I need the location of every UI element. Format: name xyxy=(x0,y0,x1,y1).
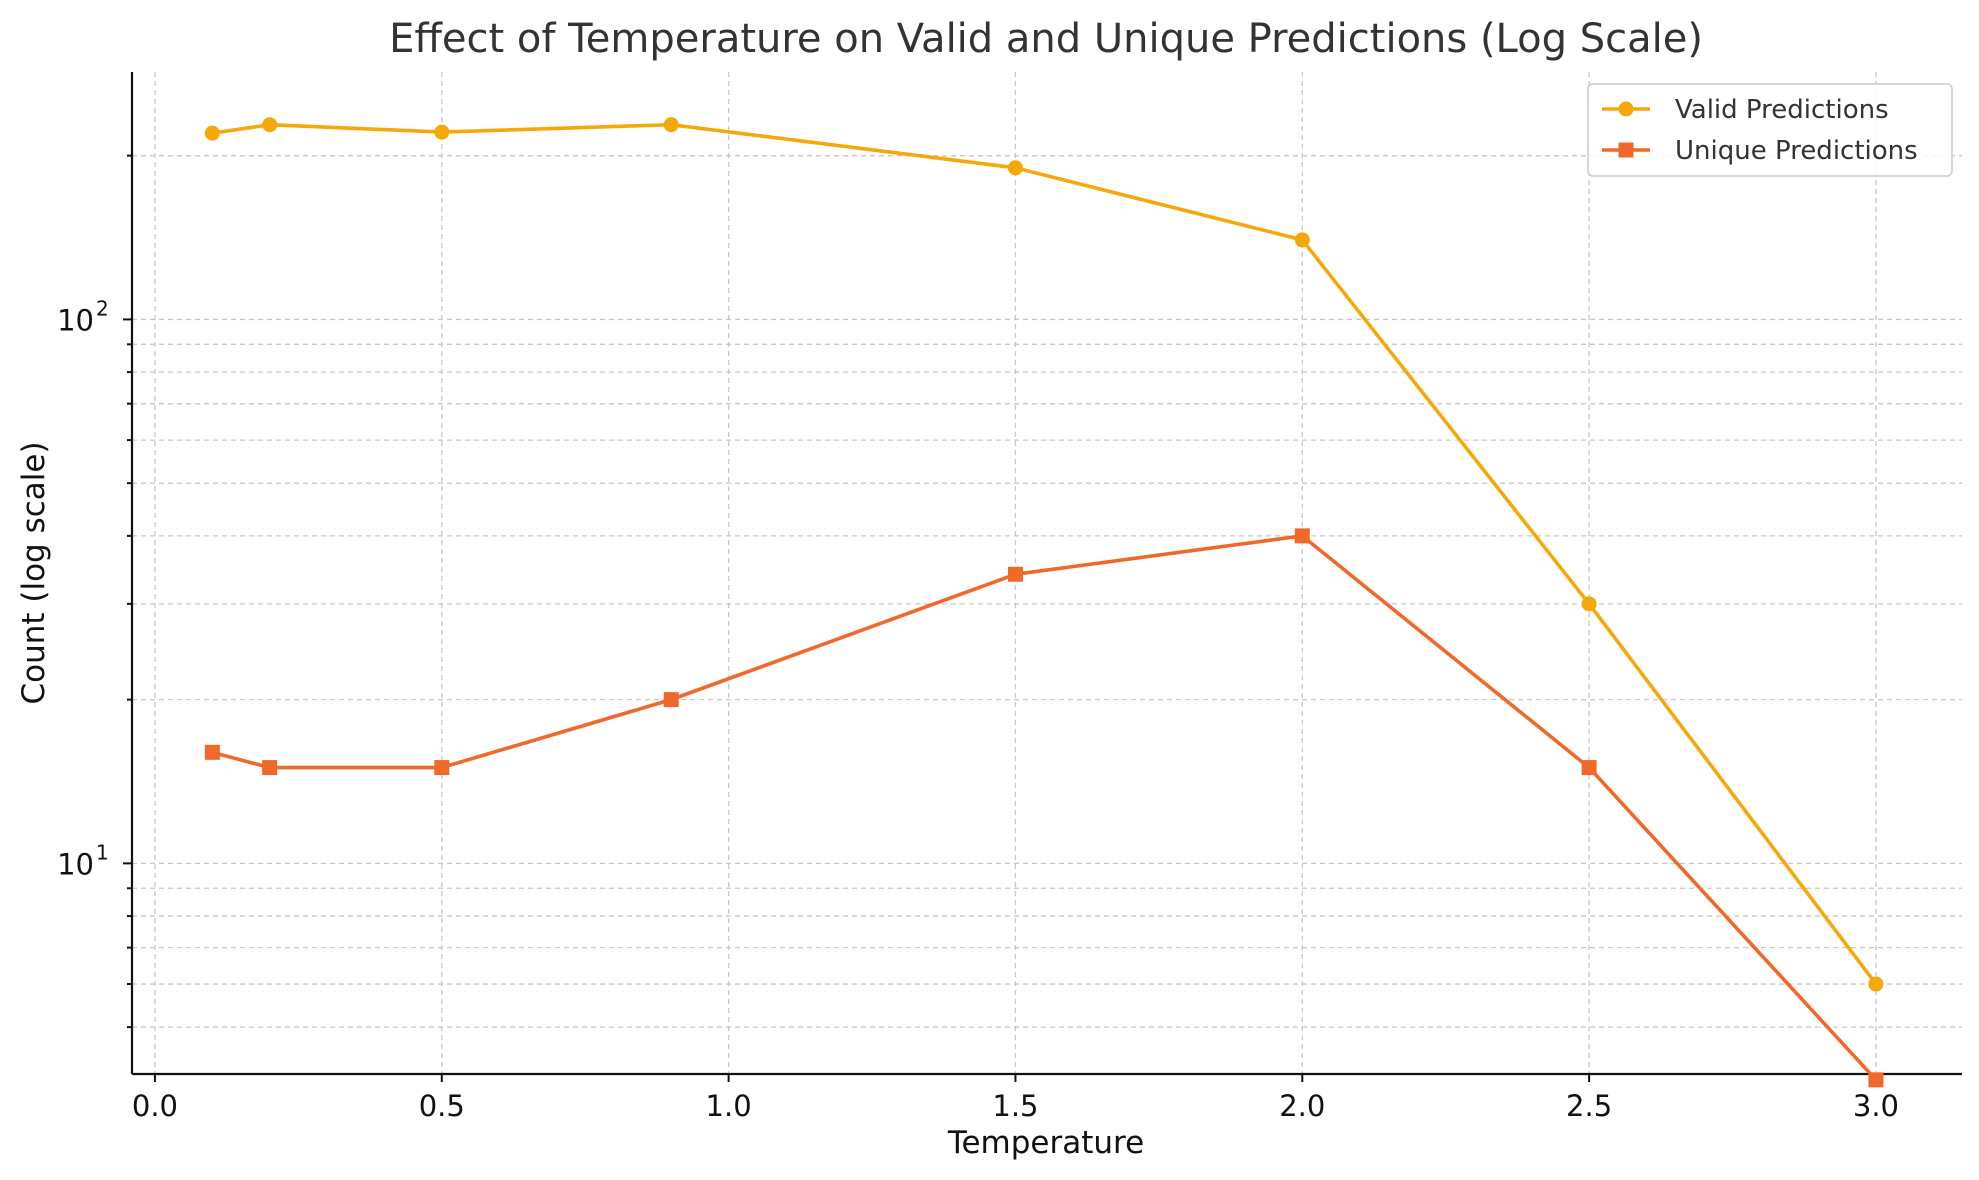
y-tick-base: 10 xyxy=(57,303,94,337)
data-point xyxy=(1007,566,1023,582)
y-tick-label: 10 1 xyxy=(57,840,109,881)
series xyxy=(204,117,1884,1088)
y-tick-exponent: 2 xyxy=(96,296,109,320)
legend-label: Valid Predictions xyxy=(1675,95,1889,125)
data-point xyxy=(1868,976,1884,992)
x-tick-label: 3.0 xyxy=(1853,1089,1899,1123)
data-point xyxy=(1007,160,1023,176)
legend-swatch-marker xyxy=(1618,142,1634,158)
data-point xyxy=(262,117,278,133)
legend-label: Unique Predictions xyxy=(1675,136,1918,166)
data-point xyxy=(204,744,220,760)
data-point xyxy=(1868,1072,1884,1088)
data-point xyxy=(434,760,450,776)
x-tick-label: 0.0 xyxy=(132,1089,178,1123)
legend-item: Valid Predictions xyxy=(1602,95,1889,125)
legend-box xyxy=(1587,83,1953,177)
axes xyxy=(130,72,1962,1076)
data-point xyxy=(1294,528,1310,544)
x-tick-label: 1.5 xyxy=(992,1089,1038,1123)
legend-item: Unique Predictions xyxy=(1602,136,1918,166)
series-0 xyxy=(204,117,1884,992)
data-point xyxy=(663,117,679,133)
data-point xyxy=(1581,596,1597,612)
data-point xyxy=(1581,760,1597,776)
y-tick-base: 10 xyxy=(57,847,94,881)
legend: Valid Predictions Unique Predictions xyxy=(1587,83,1953,177)
series-1 xyxy=(204,528,1884,1088)
series-line xyxy=(212,122,1878,986)
x-tick-label: 1.0 xyxy=(706,1089,752,1123)
x-axis-label: Temperature xyxy=(947,1125,1144,1161)
y-tick-exponent: 1 xyxy=(96,840,109,864)
data-point xyxy=(434,124,450,140)
chart-title: Effect of Temperature on Valid and Uniqu… xyxy=(389,16,1703,62)
grid xyxy=(132,72,1962,1074)
series-line xyxy=(211,534,1878,1082)
x-tick-label: 2.0 xyxy=(1279,1089,1325,1123)
legend-swatch-marker xyxy=(1618,101,1634,117)
data-point xyxy=(663,692,679,708)
x-tick-label: 2.5 xyxy=(1566,1089,1612,1123)
x-tick-label: 0.5 xyxy=(419,1089,465,1123)
y-tick-label: 10 2 xyxy=(57,296,109,337)
y-axis-label: Count (log scale) xyxy=(16,441,52,704)
data-point xyxy=(204,125,220,141)
x-ticks: 0.0 0.5 1.0 1.5 2.0 2.5 3.0 xyxy=(132,1074,1899,1123)
data-point xyxy=(1294,232,1310,248)
data-point xyxy=(262,760,278,776)
